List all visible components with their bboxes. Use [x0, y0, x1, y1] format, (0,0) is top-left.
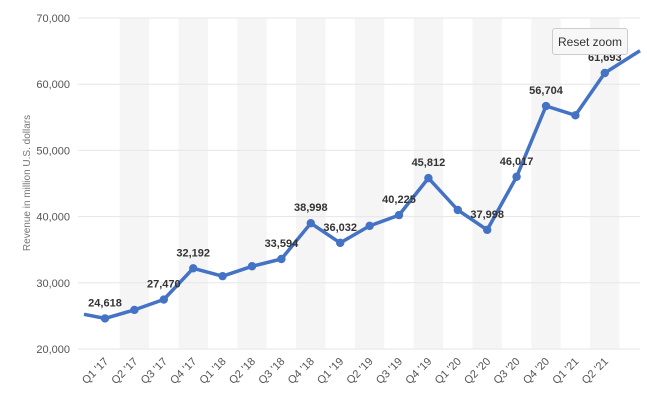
data-label: 33,594 [265, 238, 300, 250]
data-points [100, 68, 609, 323]
data-point[interactable] [189, 264, 198, 273]
y-tick-label: 60,000 [36, 79, 70, 91]
column-band [472, 18, 502, 349]
data-point[interactable] [541, 101, 551, 111]
column-band [413, 18, 444, 349]
y-axis-ticks: 20,000 30,000 40,000 50,000 60,000 70,000 [36, 13, 70, 356]
y-tick-label: 20,000 [36, 344, 70, 356]
data-label: 36,032 [323, 222, 357, 234]
x-tick-label: Q2 '18 [227, 356, 258, 387]
data-point[interactable] [159, 295, 168, 304]
data-point[interactable] [453, 205, 462, 215]
data-point[interactable] [306, 219, 315, 228]
y-tick-label: 40,000 [36, 212, 70, 224]
data-label: 27,470 [147, 279, 181, 291]
x-tick-label: Q1 '19 [315, 356, 346, 387]
data-point[interactable] [571, 111, 580, 120]
data-point[interactable] [512, 172, 521, 181]
data-point[interactable] [394, 210, 404, 220]
y-tick-label: 70,000 [36, 13, 70, 25]
x-tick-label: Q4 '17 [168, 356, 199, 387]
column-band [531, 18, 561, 349]
data-label: 40,225 [382, 194, 416, 206]
x-tick-label: Q4 '18 [286, 356, 317, 387]
data-point[interactable] [277, 254, 286, 264]
x-tick-label: Q3 '17 [139, 356, 170, 387]
data-point[interactable] [365, 221, 374, 231]
data-point[interactable] [100, 314, 110, 323]
data-point[interactable] [336, 238, 345, 248]
column-band [237, 18, 267, 349]
reset-zoom-button[interactable]: Reset zoom [552, 28, 628, 55]
y-tick-label: 50,000 [36, 145, 70, 157]
data-label: 56,704 [529, 85, 564, 97]
y-gridlines [78, 17, 640, 350]
x-tick-label: Q2 '20 [462, 356, 493, 387]
data-label: 32,192 [176, 247, 210, 259]
x-tick-label: Q1 '17 [80, 356, 111, 387]
x-tick-label: Q1 '21 [550, 356, 581, 387]
x-tick-label: Q1 '20 [433, 356, 464, 387]
x-tick-label: Q4 '20 [521, 356, 552, 387]
alternating-bands [119, 18, 620, 349]
revenue-series-line [83, 49, 641, 321]
x-tick-label: Q3 '18 [256, 356, 287, 387]
data-point[interactable] [483, 225, 492, 235]
data-point[interactable] [600, 68, 609, 78]
y-axis-label: Revenue in million U.S. dollars [22, 115, 33, 251]
column-band [119, 18, 150, 349]
data-point[interactable] [424, 173, 433, 183]
data-label: 37,998 [470, 209, 504, 221]
data-label: 24,618 [88, 297, 122, 309]
data-labels: 24,618 27,470 32,192 33,594 38,998 36,032 40,2… [88, 52, 621, 309]
data-label: 46,017 [500, 156, 534, 168]
column-band [178, 18, 208, 349]
x-tick-label: Q2 '21 [580, 356, 611, 387]
data-point[interactable] [218, 271, 227, 281]
x-tick-label: Q3 '20 [492, 356, 523, 387]
column-band [296, 18, 326, 349]
column-band [354, 18, 385, 349]
data-label: 45,812 [412, 157, 446, 169]
x-tick-label: Q2 '19 [345, 356, 376, 387]
x-tick-label: Q4 '19 [403, 356, 434, 387]
data-point[interactable] [130, 305, 139, 315]
x-tick-label: Q3 '19 [374, 356, 405, 387]
x-tick-label: Q1 '18 [198, 356, 229, 387]
y-tick-label: 30,000 [36, 278, 70, 290]
data-label: 38,998 [294, 202, 328, 214]
x-tick-label: Q2 '17 [109, 356, 140, 387]
data-point[interactable] [247, 262, 257, 271]
